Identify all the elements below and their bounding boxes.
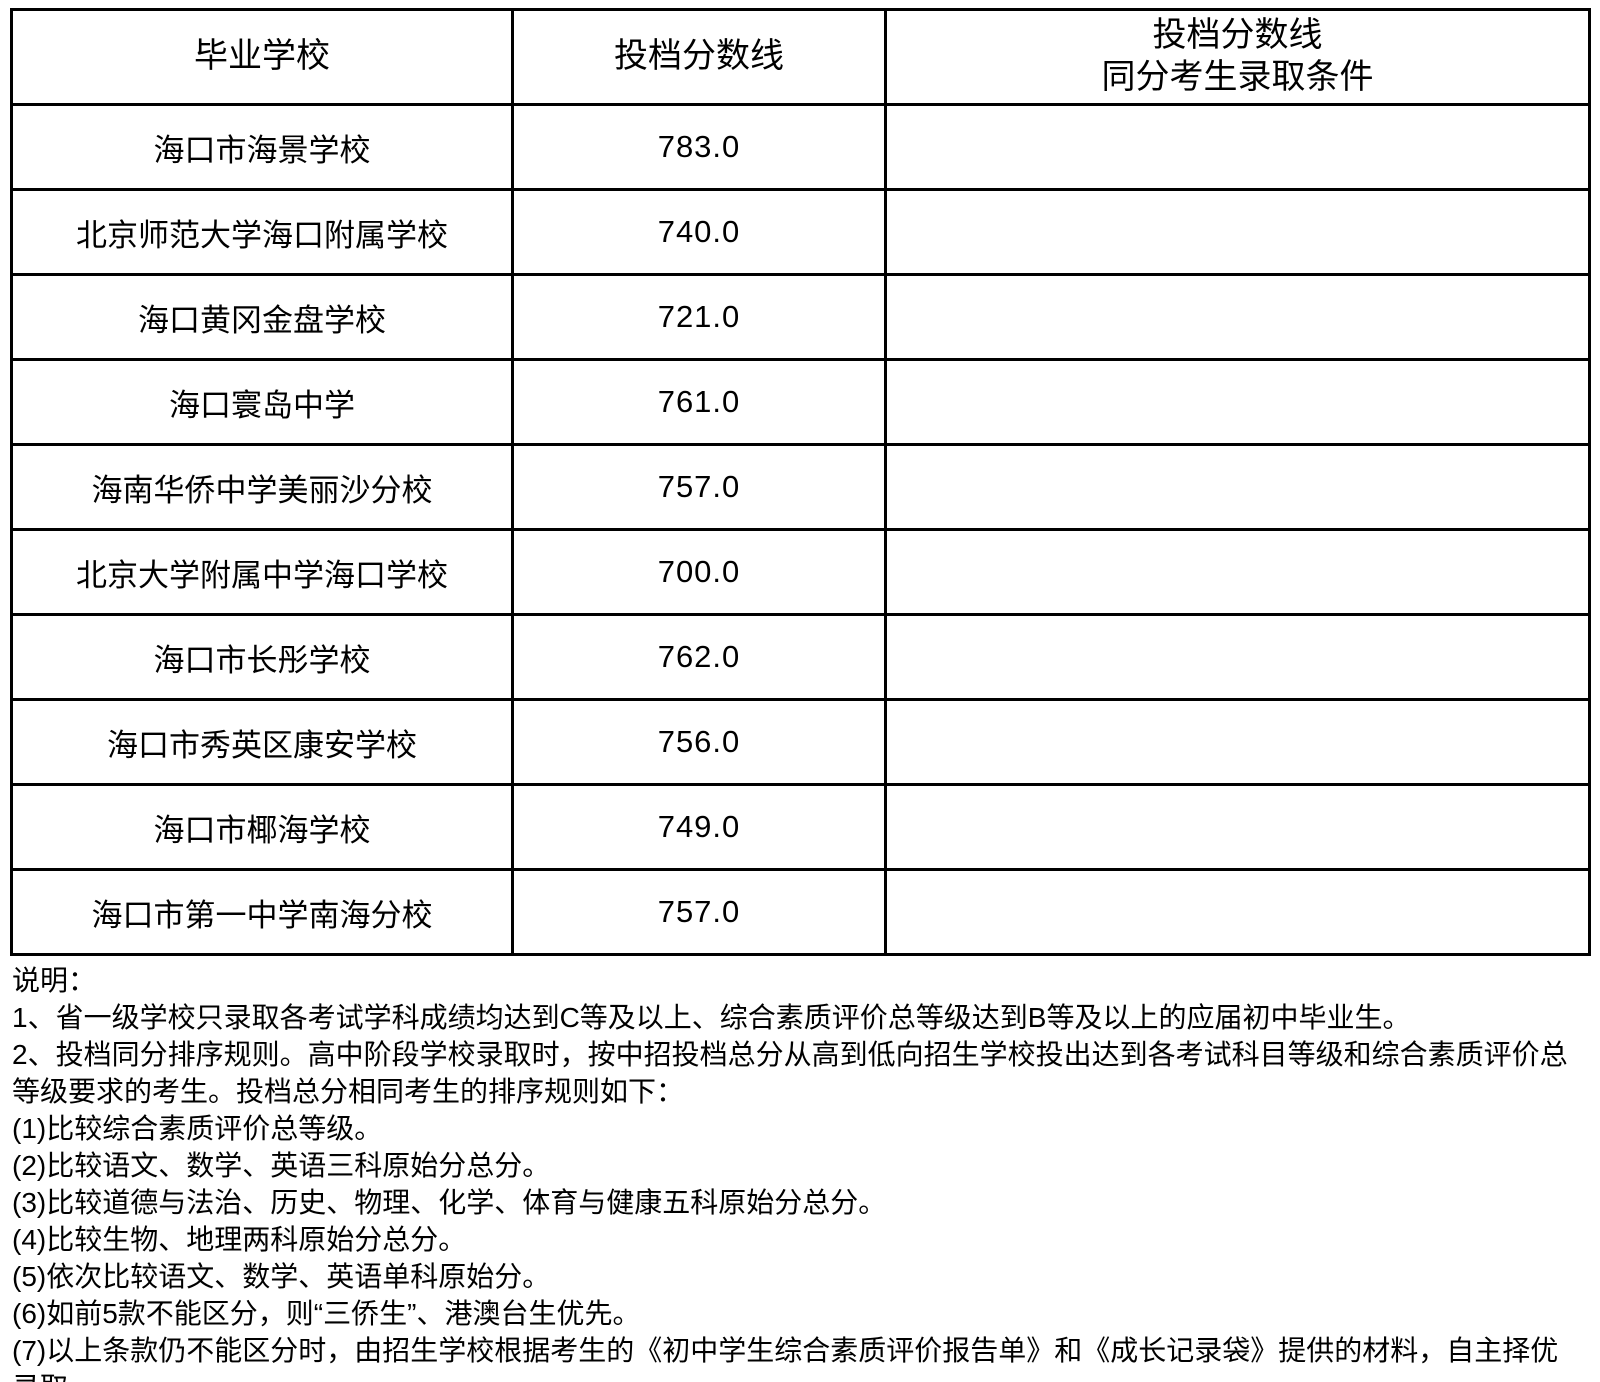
condition-cell (884, 868, 1591, 956)
condition-cell (884, 358, 1591, 446)
school-cell: 北京师范大学海口附属学校 (10, 188, 514, 276)
condition-cell (884, 103, 1591, 191)
condition-cell (884, 783, 1591, 871)
school-cell: 海口市椰海学校 (10, 783, 514, 871)
condition-cell (884, 698, 1591, 786)
score-table: 毕业学校 投档分数线 投档分数线 同分考生录取条件 海口市海景学校 783.0 … (10, 8, 1591, 956)
table-row: 海口市海景学校 783.0 (10, 103, 1591, 191)
condition-cell (884, 188, 1591, 276)
score-cell: 757.0 (511, 443, 887, 531)
table-header: 毕业学校 投档分数线 投档分数线 同分考生录取条件 (10, 8, 1591, 106)
note-line: (5)依次比较语文、数学、英语单科原始分。 (12, 1261, 551, 1292)
school-cell: 海口市海景学校 (10, 103, 514, 191)
col-header-condition-line1: 投档分数线 (1152, 17, 1323, 54)
note-line: (4)比较生物、地理两科原始分总分。 (12, 1224, 467, 1255)
school-cell: 海口寰岛中学 (10, 358, 514, 446)
table-row: 海口市秀英区康安学校 756.0 (10, 698, 1591, 786)
note-line: 2、投档同分排序规则。高中阶段学校录取时，按中招投档总分从高到低向招生学校投出达… (12, 1039, 1568, 1070)
col-header-school: 毕业学校 (10, 8, 514, 106)
notes-section: 说明： 1、省一级学校只录取各考试学科成绩均达到C等及以上、综合素质评价总等级达… (12, 962, 1600, 1382)
note-line: 1、省一级学校只录取各考试学科成绩均达到C等及以上、综合素质评价总等级达到B等及… (12, 1002, 1411, 1033)
table-body: 海口市海景学校 783.0 北京师范大学海口附属学校 740.0 海口黄冈金盘学… (10, 103, 1591, 956)
note-line: (1)比较综合素质评价总等级。 (12, 1113, 383, 1144)
table-row: 海口寰岛中学 761.0 (10, 358, 1591, 446)
col-header-score: 投档分数线 (511, 8, 887, 106)
school-cell: 北京大学附属中学海口学校 (10, 528, 514, 616)
score-cell: 749.0 (511, 783, 887, 871)
school-cell: 海南华侨中学美丽沙分校 (10, 443, 514, 531)
col-header-condition-line2: 同分考生录取条件 (1101, 59, 1374, 96)
score-cell: 700.0 (511, 528, 887, 616)
school-cell: 海口市秀英区康安学校 (10, 698, 514, 786)
table-row: 海口市长彤学校 762.0 (10, 613, 1591, 701)
table-row: 海口黄冈金盘学校 721.0 (10, 273, 1591, 361)
notes-title: 说明： (12, 965, 97, 996)
note-line: (6)如前5款不能区分，则“三侨生”、港澳台生优先。 (12, 1298, 641, 1329)
condition-cell (884, 528, 1591, 616)
note-line: 等级要求的考生。投档总分相同考生的排序规则如下： (12, 1076, 685, 1107)
condition-cell (884, 443, 1591, 531)
note-line: (7)以上条款仍不能区分时，由招生学校根据考生的《初中学生综合素质评价报告单》和… (12, 1335, 1559, 1366)
table-row: 北京大学附属中学海口学校 700.0 (10, 528, 1591, 616)
note-line: (3)比较道德与法治、历史、物理、化学、体育与健康五科原始分总分。 (12, 1187, 887, 1218)
condition-cell (884, 613, 1591, 701)
note-line: (2)比较语文、数学、英语三科原始分总分。 (12, 1150, 551, 1181)
col-header-condition: 投档分数线 同分考生录取条件 (884, 8, 1591, 106)
score-cell: 783.0 (511, 103, 887, 191)
table-row: 海南华侨中学美丽沙分校 757.0 (10, 443, 1591, 531)
school-cell: 海口黄冈金盘学校 (10, 273, 514, 361)
table-row: 北京师范大学海口附属学校 740.0 (10, 188, 1591, 276)
condition-cell (884, 273, 1591, 361)
table-row: 海口市椰海学校 749.0 (10, 783, 1591, 871)
score-cell: 740.0 (511, 188, 887, 276)
score-cell: 756.0 (511, 698, 887, 786)
score-cell: 721.0 (511, 273, 887, 361)
score-cell: 757.0 (511, 868, 887, 956)
table-row: 海口市第一中学南海分校 757.0 (10, 868, 1591, 956)
school-cell: 海口市长彤学校 (10, 613, 514, 701)
score-cell: 761.0 (511, 358, 887, 446)
header-row: 毕业学校 投档分数线 投档分数线 同分考生录取条件 (10, 8, 1591, 106)
note-line: 录取。 (12, 1369, 1600, 1382)
score-cell: 762.0 (511, 613, 887, 701)
school-cell: 海口市第一中学南海分校 (10, 868, 514, 956)
